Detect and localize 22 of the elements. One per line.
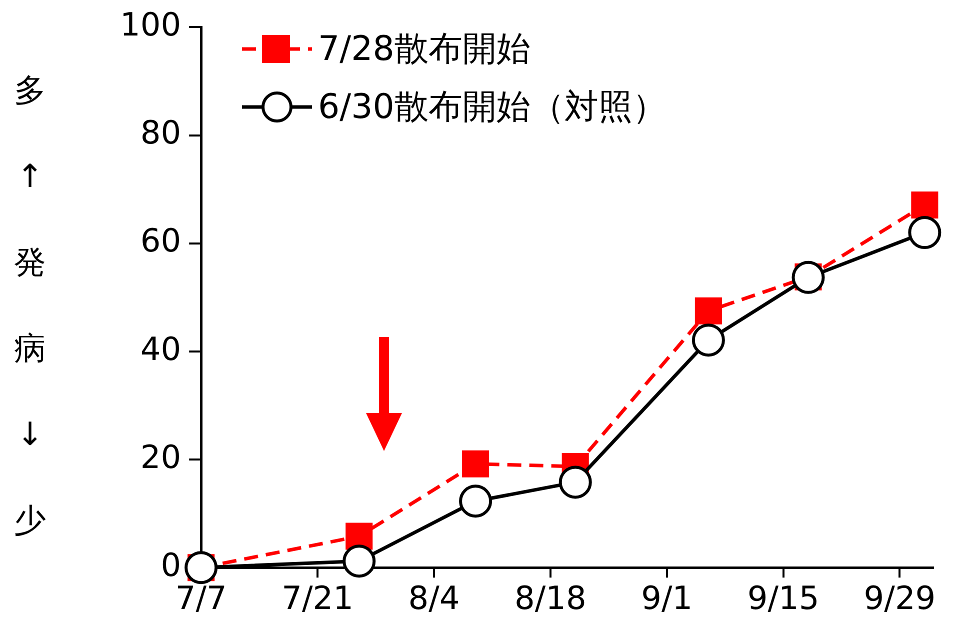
y-tick-label: 20 [140, 438, 182, 476]
text: 多↑発病↓少 [14, 71, 46, 539]
y-tick-label: 80 [140, 114, 182, 152]
legend-label: 7/28散布開始 [318, 28, 530, 71]
x-tick-label: 9/15 [747, 579, 820, 618]
y-tick-label: 40 [140, 330, 182, 368]
point [184, 551, 218, 584]
legend-label: 6/30散布開始（対照） [318, 86, 666, 129]
x-tick-label: 8/4 [408, 579, 460, 618]
point [911, 191, 938, 219]
point [346, 522, 373, 550]
point [792, 260, 825, 294]
x-tick-label: 7/21 [282, 579, 354, 618]
point [462, 450, 490, 478]
point [342, 544, 376, 578]
x-tick-label: 9/29 [864, 579, 936, 618]
point [558, 466, 592, 499]
y-tick-label: 60 [140, 222, 182, 260]
y-tick-label: 100 [120, 6, 182, 44]
x-tick-label: 9/1 [641, 579, 693, 618]
point [694, 297, 722, 324]
x-tick-label: 8/18 [514, 579, 586, 618]
